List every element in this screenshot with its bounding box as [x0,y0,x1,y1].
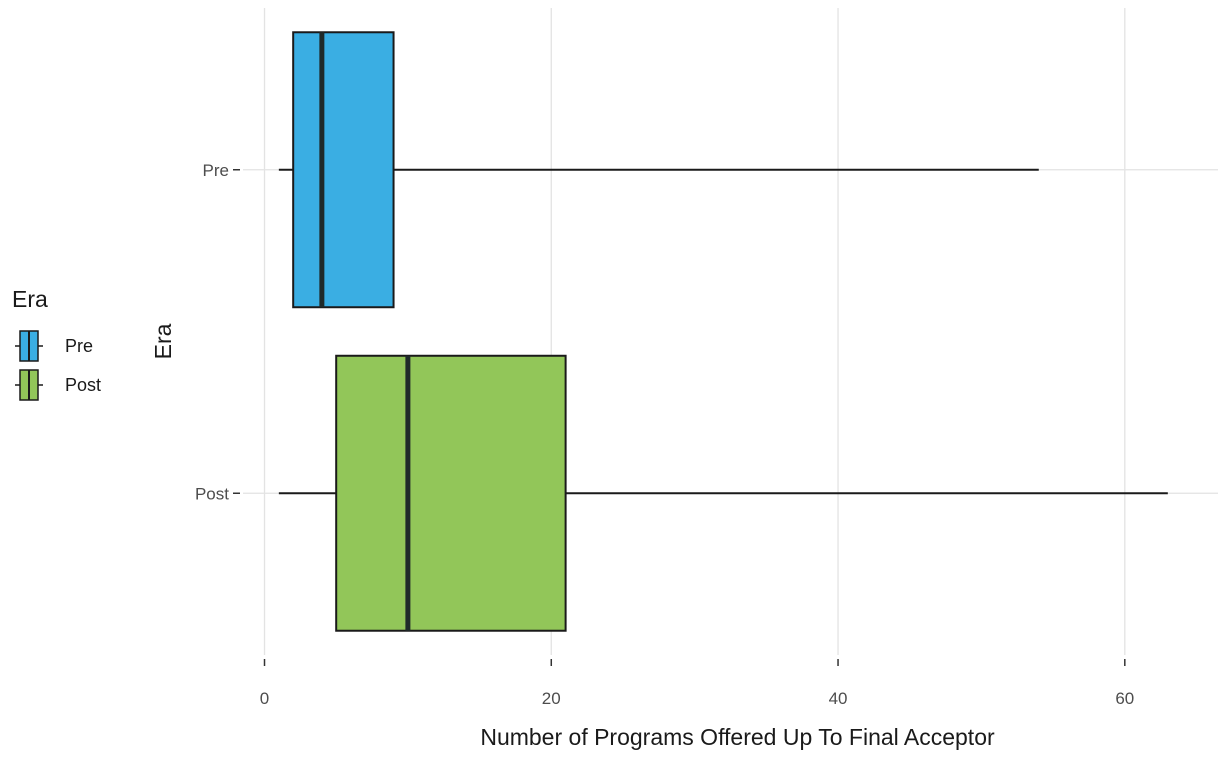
x-tick-label: 20 [542,689,561,708]
legend-item-post: Post [15,369,101,401]
x-axis-title: Number of Programs Offered Up To Final A… [480,724,995,750]
x-tick-label: 0 [260,689,269,708]
legend-title: Era [12,286,48,312]
axes: Pre Post 0 20 40 60 [195,161,1134,708]
box-series [278,31,1168,632]
box-iqr [292,31,395,309]
x-tick-label: 40 [829,689,848,708]
legend-item-pre: Pre [15,330,93,362]
y-axis-title: Era [150,323,176,359]
y-tick-label: Pre [203,161,229,180]
legend: Era Pre Post [12,286,101,401]
x-tick-label: 60 [1115,689,1134,708]
box-post [278,354,1168,632]
box-iqr [335,354,567,632]
box-pre [278,31,1039,309]
legend-label: Pre [65,336,93,356]
y-tick-label: Post [195,484,229,503]
legend-items: Pre Post [15,330,101,401]
legend-label: Post [65,375,101,395]
